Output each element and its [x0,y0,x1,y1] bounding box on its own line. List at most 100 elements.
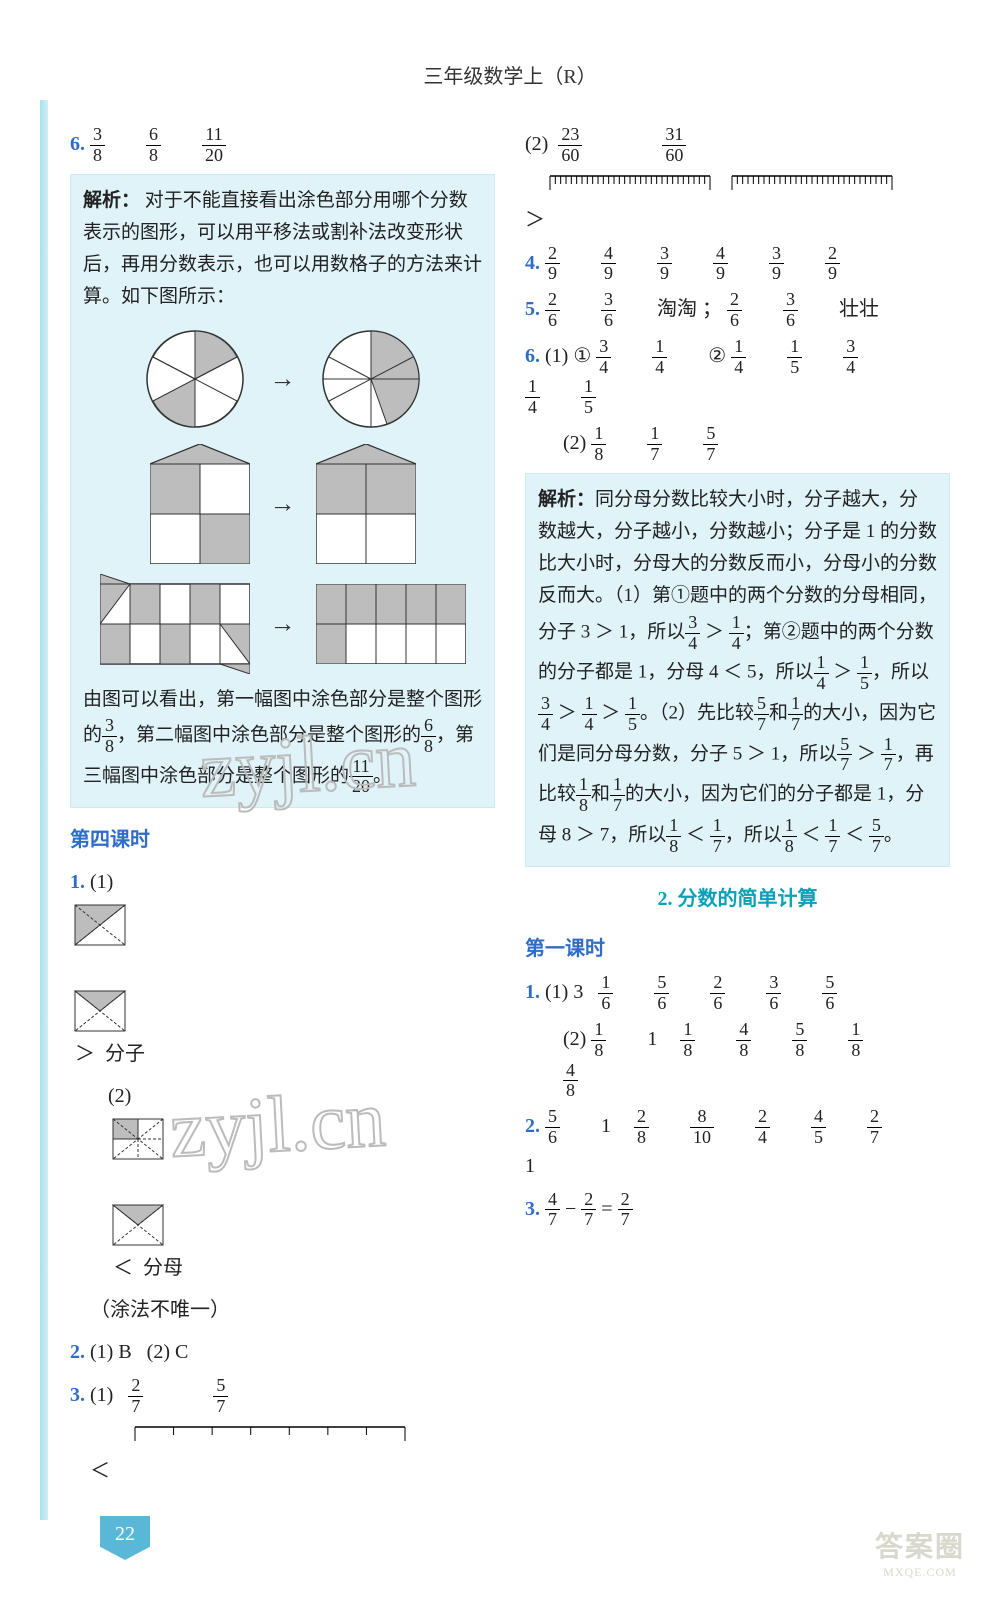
fraction: 28 [634,1107,667,1148]
fraction: 48 [736,1020,769,1061]
ruler-icon [130,1423,410,1447]
fraction: 38 [90,125,123,166]
fraction: 26 [710,973,743,1014]
circled-1: ① [573,345,591,367]
arrow-right-icon: → [270,602,296,646]
l4-q1: 1. (1) ＞ 分子 [70,864,495,1072]
fraction: 2360 [558,125,582,166]
fraction: 16 [598,973,631,1014]
fraction: 18 [782,816,797,857]
q6-label: 6. [70,133,85,155]
l4-q3-p1-label: (1) [90,1384,113,1406]
page-header: 三年级数学上（R） [70,60,950,89]
grid-after-icon [316,584,466,664]
square-diagram-row: → [83,444,482,564]
r-q4-label: 4. [525,251,540,273]
fraction: 14 [814,653,829,694]
fraction: 36 [601,290,634,331]
s2-q1-p1-int: 3 [573,981,583,1003]
s2-lesson1-title: 第一课时 [525,931,950,967]
fraction: 57 [754,694,769,735]
l4-q2-a: (1) B [90,1341,132,1363]
ruler-q3 [70,1423,495,1447]
lesson4-title: 第四课时 [70,822,495,858]
fraction: 17 [825,816,840,857]
r-q6-p2-label: (2) [563,432,586,454]
fraction: 34 [843,337,876,378]
circled-2: ② [708,345,726,367]
square-diag-d-icon [108,1200,168,1250]
square-diag-a-icon [70,900,130,950]
fraction: 29 [825,244,858,285]
l4-q2-b: (2) C [147,1341,189,1363]
fraction: 3160 [662,125,686,166]
r-q5-name1: 淘淘 [657,298,697,320]
l4-q1-note: （涂法不唯一） [70,1292,495,1328]
r-q4: 4. 29 49 39 49 39 29 [525,244,950,285]
r-q6-p1-label: (1) [545,345,568,367]
fraction: 15 [787,337,820,378]
q6-line: 6. 38 68 1120 [70,125,495,166]
fraction: 1120 [202,125,244,166]
arrow-right-icon: → [270,357,296,401]
r-q6-label: 6. [525,345,540,367]
s2-q1-label: 1. [525,981,540,1003]
fraction: 58 [792,1020,825,1061]
right-column: (2) 2360 3160 ＞ 4. 29 49 39 49 39 29 5. … [525,119,950,1495]
tag-numerator: 分子 [105,1043,145,1065]
r-q5-name2: 壮壮 [839,298,879,320]
s2-q2: 2. 56 1 28 810 24 45 27 1 [525,1107,950,1184]
l4-q1-p2: (2) ＜ 分母 [70,1078,495,1286]
fraction: 27 [128,1376,143,1417]
r-q5: 5. 26 36 淘淘 ； 26 36 壮壮 [525,290,950,331]
fraction: 1120 [349,757,373,798]
r-q6-analysis: 解析：同分母分数比较大小时，分子越大，分数越大，分子越小，分数越小；分子是 1 … [525,473,950,868]
fraction: 17 [788,694,803,735]
circle-diagram-row: → [83,324,482,434]
l4-q3: 3. (1) 27 57 [70,1376,495,1417]
fraction: 17 [710,816,725,857]
grid-diagram-row: → [83,574,482,674]
square-after-icon [316,444,416,564]
fraction: 26 [545,290,578,331]
fraction: 57 [703,424,736,465]
square-diag-c-icon [108,1114,168,1164]
r-q6-p2: (2) 18 17 57 [525,424,950,465]
tag-denominator: 分母 [143,1257,183,1279]
fraction: 48 [563,1061,596,1102]
l4-q2-label: 2. [70,1341,85,1363]
fraction: 18 [576,775,591,816]
analysis-outro: 由图可以看出，第一幅图中涂色部分是整个图形的38，第二幅图中涂色部分是整个图形的… [83,684,482,797]
fraction: 14 [731,337,764,378]
fraction: 39 [769,244,802,285]
pie-before-icon [140,324,250,434]
analysis-label: 解析： [83,190,140,211]
fraction: 39 [657,244,690,285]
fraction: 14 [729,613,744,654]
l4-q1-p2-label: (2) [108,1085,131,1107]
fraction: 14 [582,694,597,735]
fraction: 15 [581,377,614,418]
r-p2-label: (2) [525,133,548,155]
l4-q3-label: 3. [70,1384,85,1406]
fraction: 17 [647,424,680,465]
fraction: 27 [867,1107,900,1148]
left-edge-decoration [40,100,48,1520]
fraction: 68 [421,716,436,757]
fraction: 34 [685,613,700,654]
ruler-row-60 [525,172,950,196]
fraction: 49 [713,244,746,285]
stamp-big: 答案圈 [860,1525,980,1565]
fraction: 26 [727,290,760,331]
r-q5-label: 5. [525,298,540,320]
page: 三年级数学上（R） 6. 38 68 1120 解析： 对于不能直接看出涂色部分… [0,0,1000,1600]
pie-after-icon [316,324,426,434]
arrow-right-icon: → [270,482,296,526]
fraction: 15 [857,653,872,694]
fraction: 810 [690,1107,732,1148]
r-p2-header: (2) 2360 3160 [525,125,950,166]
fraction: 36 [783,290,816,331]
s2-q1-p2: (2) 18 1 18 48 58 18 48 [525,1020,950,1101]
analysis-intro: 对于不能直接看出涂色部分用哪个分数表示的图形，可以用平移法或割补法改变形状后，再… [83,190,482,308]
fraction: 18 [666,816,681,857]
